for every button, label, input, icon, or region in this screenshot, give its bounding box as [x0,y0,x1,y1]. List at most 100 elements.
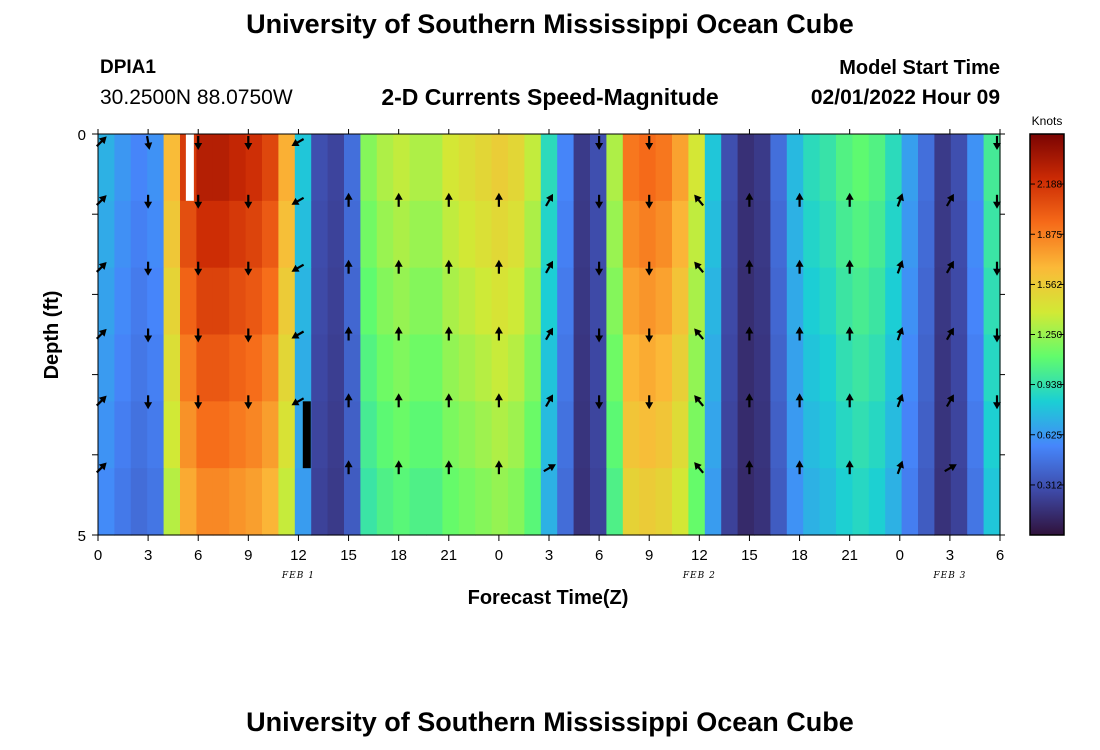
arrow-head [795,259,804,267]
colorbar-tick-label: 1.562 [1037,280,1062,291]
heatmap-cell [294,267,312,336]
x-tick-label: 3 [946,547,954,564]
y-tick-label: 5 [78,528,86,545]
current-vector-arrow [595,261,604,276]
heatmap-cell [901,267,919,336]
current-vector-arrow [244,136,253,150]
heatmap-cell [672,334,689,402]
arrow-head [194,335,203,343]
heatmap-cell [262,468,279,536]
current-vector-arrow [494,393,503,408]
heatmap-cell [868,134,886,202]
heatmap-cell [426,334,443,402]
arrow-head [194,201,203,209]
heatmap-cell [475,267,493,336]
arrow-head [444,393,453,401]
arrow-head [344,460,353,468]
heatmap-cell [344,401,361,469]
arrow-head [546,193,553,202]
heatmap-cell [491,401,509,469]
heatmap-cell [983,468,1001,536]
heatmap-cell [836,267,853,336]
current-vector-arrow [645,136,654,150]
heatmap-cell [245,134,263,202]
heatmap-cell [868,200,886,269]
arrow-head [444,460,453,468]
heatmap-cell [934,267,952,336]
heatmap-cell [491,267,509,336]
heatmap-cell [737,334,755,402]
current-vector-arrow [795,393,804,408]
arrow-head [194,402,203,410]
current-vector-arrow [694,395,704,407]
heatmap-cell [475,401,493,469]
heatmap-cell [590,267,607,336]
heatmap-cell [918,267,935,336]
heatmap-cell [836,200,853,269]
heatmap-cell [918,401,935,469]
heatmap-cell [737,267,755,336]
heatmap-cell [754,200,771,269]
x-tick-label: 0 [495,547,503,564]
heatmap-cell [672,468,689,536]
current-vector-arrow [194,194,203,209]
heatmap-cell [590,468,607,536]
current-vector-arrow [694,328,704,340]
heatmap-cell [852,200,870,269]
x-tick-label: 18 [390,547,407,564]
arrow-head [494,259,503,267]
heatmap-cell [967,134,985,202]
arrow-head [444,259,453,267]
arrow-head [946,193,954,202]
heatmap-cell [721,468,739,536]
heatmap-cell [770,200,788,269]
heatmap-cell [114,468,132,536]
heatmap-cell [557,401,575,469]
arrow-head [394,259,403,267]
heatmap-cell [294,200,312,269]
heatmap-cell [458,334,476,402]
heatmap-cell [770,401,788,469]
arrow-head [98,462,107,471]
heatmap-cell [409,267,427,336]
heatmap-cell [934,468,952,536]
heatmap-cell [819,200,837,269]
current-vector-arrow [344,259,353,274]
heatmap-cell [590,134,607,202]
arrow-head [444,192,453,200]
heatmap-cell [967,200,985,269]
arrow-head [795,326,804,334]
arrow-head [645,402,654,410]
heatmap-cell [212,401,230,469]
heatmap-cell [278,267,296,336]
arrow-head [547,464,556,472]
arrow-head [795,460,804,468]
current-vector-arrow [945,327,954,341]
heatmap-cell [163,134,181,202]
current-vector-arrow [444,192,453,207]
heatmap-cell [278,134,296,202]
date-label: FEB 1 [281,571,315,581]
arrow-head [795,192,804,200]
heatmap-cell [819,134,837,202]
heatmap-cell [311,401,329,469]
current-vector-arrow [795,326,804,341]
heatmap-cell [786,134,804,202]
heatmap-cell [557,334,575,402]
station-coords: 30.2500N 88.0750W [100,86,293,109]
heatmap-cell [704,134,722,202]
heatmap-cell [901,200,919,269]
heatmap-cell [524,401,542,469]
current-vector-arrow [945,260,954,274]
heatmap-cell [950,134,968,202]
heatmap-cell [606,200,624,269]
heatmap-cell [786,468,804,536]
current-vector-arrow [896,260,904,274]
arrow-head [896,260,904,269]
heatmap-cell [229,468,247,536]
current-vector-arrow [545,193,553,207]
current-vector-arrow [694,261,704,274]
heatmap-cell [950,267,968,336]
heatmap-cell [278,200,296,269]
heatmap-cell [622,334,640,402]
